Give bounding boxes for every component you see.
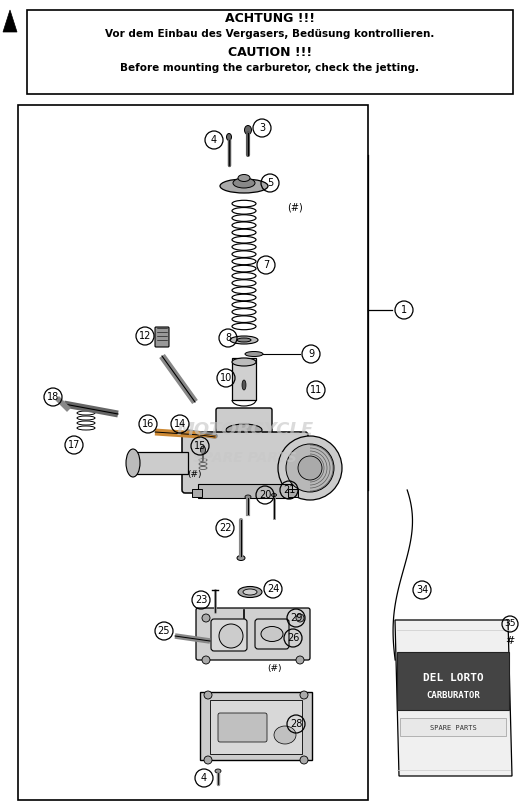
FancyBboxPatch shape [400, 718, 506, 736]
Circle shape [286, 444, 334, 492]
Text: (#): (#) [268, 663, 282, 672]
Circle shape [202, 614, 210, 622]
FancyBboxPatch shape [196, 608, 310, 660]
Ellipse shape [237, 556, 245, 561]
Polygon shape [3, 10, 17, 32]
Text: 14: 14 [174, 419, 186, 429]
Text: 3: 3 [259, 123, 265, 133]
FancyBboxPatch shape [198, 484, 292, 498]
Circle shape [278, 436, 342, 500]
Text: 28: 28 [290, 719, 302, 729]
Text: 11: 11 [310, 385, 322, 395]
Text: 10: 10 [220, 373, 232, 383]
Circle shape [300, 756, 308, 764]
Text: 1: 1 [401, 305, 407, 315]
FancyBboxPatch shape [27, 10, 513, 94]
Ellipse shape [201, 446, 205, 454]
Text: (#): (#) [287, 203, 303, 213]
Text: 9: 9 [308, 349, 314, 359]
Text: 21: 21 [283, 485, 295, 495]
Ellipse shape [245, 495, 251, 499]
Text: CAUTION !!!: CAUTION !!! [228, 45, 312, 58]
FancyBboxPatch shape [182, 432, 308, 493]
Text: 22: 22 [219, 523, 231, 533]
Ellipse shape [220, 179, 268, 193]
Circle shape [204, 691, 212, 699]
FancyBboxPatch shape [218, 713, 267, 742]
Ellipse shape [126, 449, 140, 477]
Ellipse shape [271, 494, 277, 496]
Text: Before mounting the carburetor, check the jetting.: Before mounting the carburetor, check th… [121, 63, 420, 73]
Text: 4: 4 [201, 773, 207, 783]
Ellipse shape [230, 336, 258, 344]
Text: DEL LORTO: DEL LORTO [423, 673, 484, 683]
FancyBboxPatch shape [210, 700, 302, 754]
FancyBboxPatch shape [211, 619, 247, 651]
Circle shape [300, 691, 308, 699]
Text: 29: 29 [290, 613, 302, 623]
Text: 5: 5 [267, 178, 273, 188]
Text: 18: 18 [47, 392, 59, 402]
Ellipse shape [232, 358, 256, 366]
Text: 26: 26 [287, 633, 299, 643]
Circle shape [296, 656, 304, 664]
Ellipse shape [237, 338, 251, 342]
FancyBboxPatch shape [255, 619, 289, 649]
Text: 25: 25 [158, 626, 170, 636]
Ellipse shape [238, 175, 250, 182]
FancyBboxPatch shape [216, 408, 272, 447]
FancyBboxPatch shape [155, 327, 169, 347]
Ellipse shape [226, 424, 262, 436]
Text: 17: 17 [68, 440, 80, 450]
FancyBboxPatch shape [232, 358, 256, 400]
Polygon shape [395, 620, 512, 776]
Ellipse shape [227, 133, 231, 141]
Ellipse shape [215, 769, 221, 773]
Ellipse shape [233, 178, 255, 188]
Text: 16: 16 [142, 419, 154, 429]
Ellipse shape [274, 726, 296, 744]
Text: 35: 35 [504, 620, 516, 629]
FancyBboxPatch shape [397, 652, 509, 710]
Circle shape [219, 624, 243, 648]
Circle shape [296, 614, 304, 622]
Text: 34: 34 [416, 585, 428, 595]
Circle shape [204, 756, 212, 764]
FancyBboxPatch shape [192, 489, 202, 497]
Text: 23: 23 [195, 595, 207, 605]
FancyBboxPatch shape [18, 105, 368, 800]
FancyBboxPatch shape [288, 489, 298, 497]
Text: 20: 20 [259, 490, 271, 500]
Ellipse shape [261, 626, 283, 642]
Ellipse shape [243, 589, 257, 595]
Ellipse shape [238, 587, 262, 597]
Text: #: # [505, 636, 515, 646]
FancyBboxPatch shape [133, 452, 188, 474]
Text: 15: 15 [194, 441, 206, 451]
Ellipse shape [242, 380, 246, 390]
Text: ACHTUNG !!!: ACHTUNG !!! [225, 11, 315, 24]
FancyBboxPatch shape [200, 692, 312, 760]
Ellipse shape [245, 351, 263, 356]
Text: 4: 4 [211, 135, 217, 145]
Text: 12: 12 [139, 331, 151, 341]
Text: SPARE PARTS: SPARE PARTS [430, 725, 476, 731]
Circle shape [298, 456, 322, 480]
Text: (#): (#) [188, 470, 202, 479]
Text: 8: 8 [225, 333, 231, 343]
Text: SPARE PARTS: SPARE PARTS [193, 451, 297, 465]
Ellipse shape [244, 125, 252, 134]
Text: MOTORCYCLE: MOTORCYCLE [176, 421, 314, 439]
Text: CARBURATOR: CARBURATOR [426, 691, 480, 700]
Text: Vor dem Einbau des Vergasers, Bedüsung kontrollieren.: Vor dem Einbau des Vergasers, Bedüsung k… [106, 29, 435, 39]
Text: 7: 7 [263, 260, 269, 270]
Circle shape [202, 656, 210, 664]
Text: 24: 24 [267, 584, 279, 594]
